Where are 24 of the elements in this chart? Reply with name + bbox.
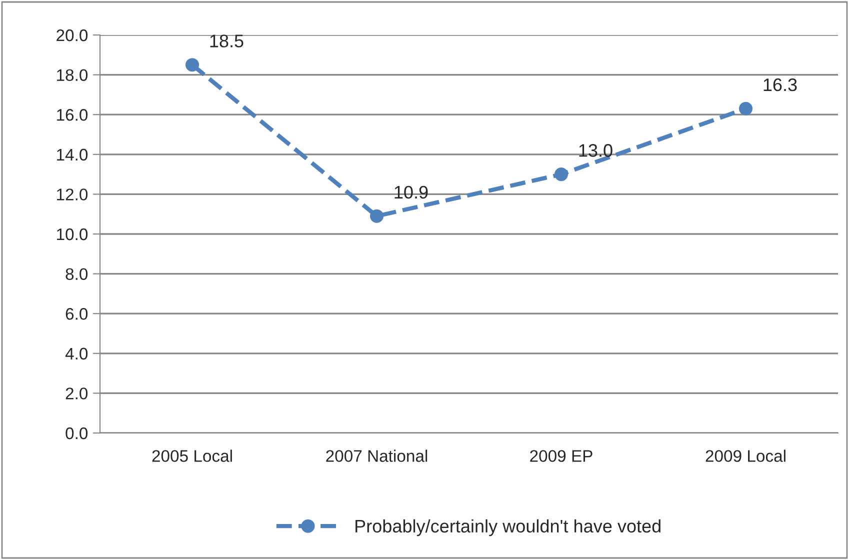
y-tick-label: 10.0 <box>57 228 88 240</box>
y-tick-label: 12.0 <box>57 188 88 200</box>
y-tick-label: 20.0 <box>56 29 88 42</box>
y-tick-label: 4.0 <box>65 348 88 360</box>
data-label: 18.5 <box>210 34 244 48</box>
point <box>370 209 384 223</box>
legend-label: Probably/certainly wouldn't have voted <box>356 519 660 536</box>
x-tick-label: 2009 Local <box>706 450 786 462</box>
y-tick-label: 16.0 <box>57 109 88 121</box>
point <box>554 168 568 182</box>
point <box>185 58 200 72</box>
y-tick-label: 0.0 <box>66 427 88 440</box>
x-tick-label: 2005 Local <box>152 450 232 462</box>
data-label: 16.3 <box>764 78 797 92</box>
point <box>738 102 753 116</box>
y-tick-label: 14.0 <box>57 148 88 161</box>
y-tick-label: 6.0 <box>66 308 88 320</box>
x-tick-label: 2007 National <box>326 450 428 462</box>
x-tick-label: 2009 EP <box>530 450 592 462</box>
data-label: 13.0 <box>579 144 612 157</box>
y-tick-label: 18.0 <box>57 69 88 82</box>
y-tick-label: 8.0 <box>66 268 88 280</box>
data-label: 10.9 <box>394 186 428 199</box>
y-tick-label: 2.0 <box>66 388 88 400</box>
